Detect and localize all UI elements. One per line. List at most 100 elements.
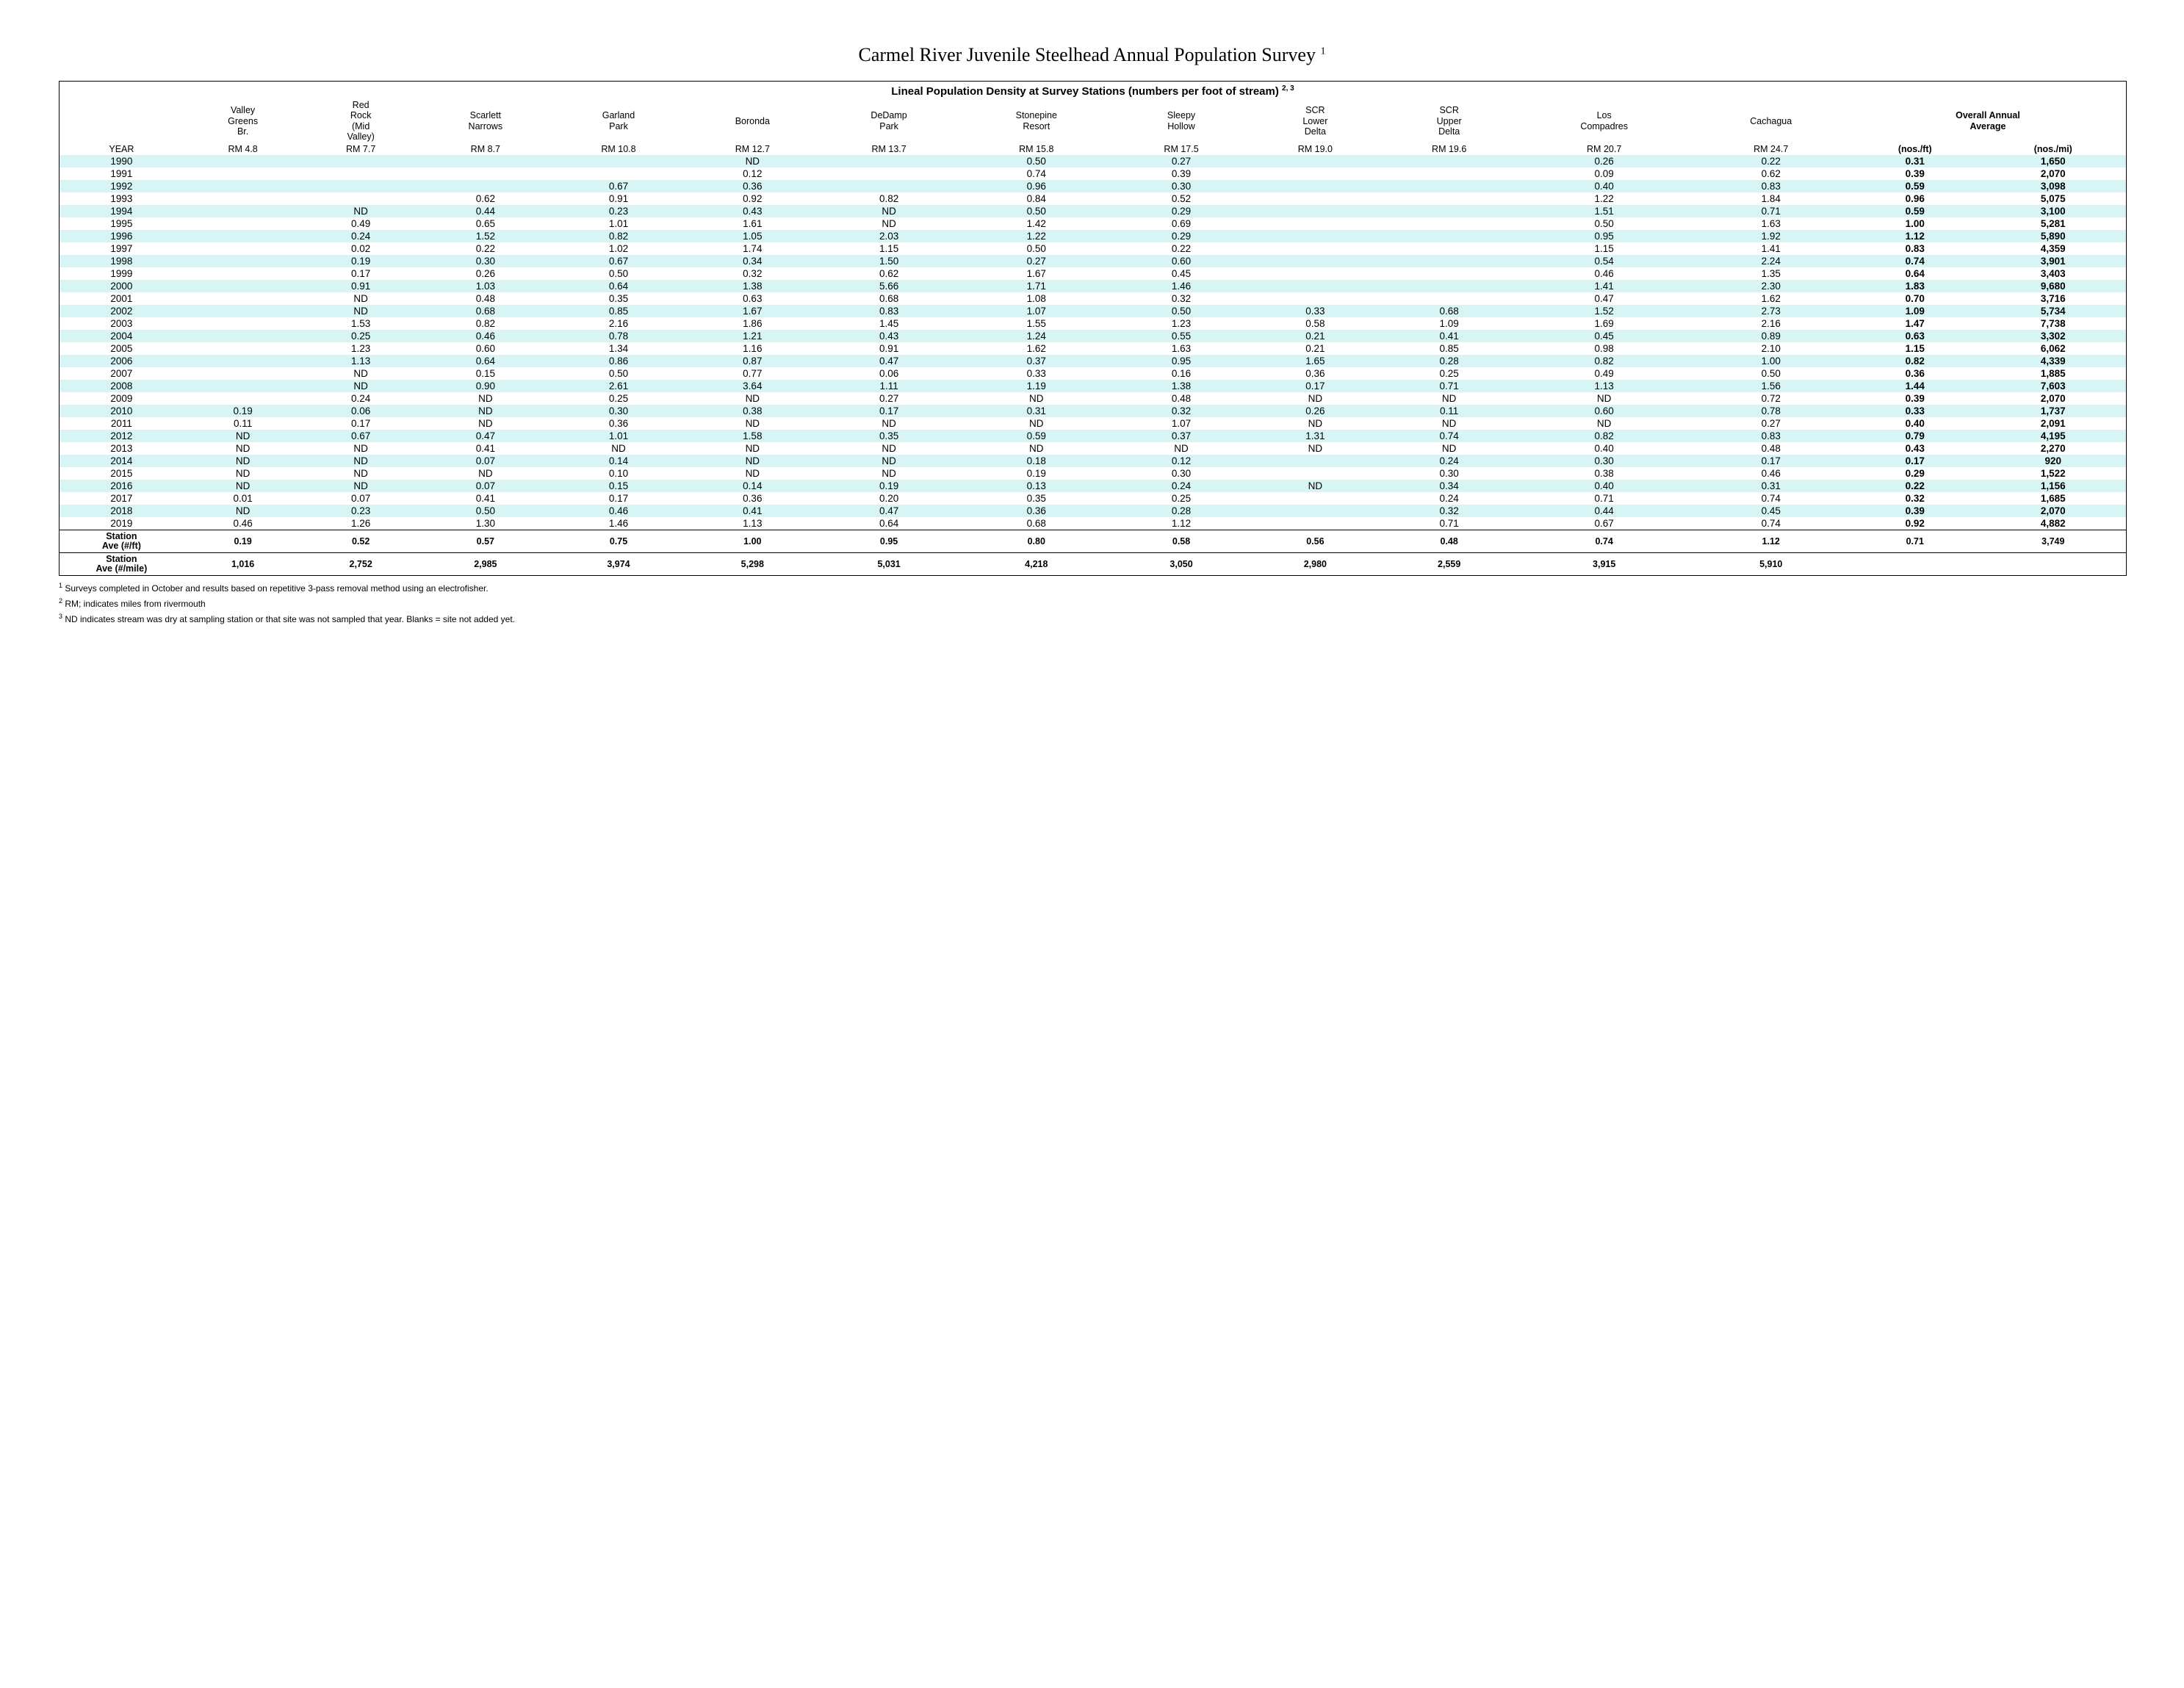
value-cell: 0.17 (820, 405, 959, 417)
value-cell (1248, 155, 1382, 167)
value-cell: 0.63 (685, 292, 819, 305)
value-cell: ND (685, 417, 819, 430)
value-cell: 0.09 (1516, 167, 1693, 180)
value-cell: ND (302, 205, 419, 217)
value-cell: 1.51 (1516, 205, 1693, 217)
station-header: RedRock(MidValley) (302, 99, 419, 143)
value-cell (184, 392, 303, 405)
summary-value-cell: 5,031 (820, 552, 959, 575)
table-row: 2014NDND0.070.14NDND0.180.120.240.300.17… (60, 455, 2126, 467)
value-cell: 0.35 (820, 430, 959, 442)
table-row: 2016NDND0.070.150.140.190.130.24ND0.340.… (60, 480, 2126, 492)
year-column-header: YEAR (60, 143, 184, 155)
value-cell (184, 367, 303, 380)
avg-ft-cell: 1.83 (1850, 280, 1981, 292)
value-cell: 2.16 (1692, 317, 1849, 330)
year-cell: 1994 (60, 205, 184, 217)
header-row-stations: ValleyGreensBr.RedRock(MidValley)Scarlet… (60, 99, 2126, 143)
value-cell: 1.55 (959, 317, 1114, 330)
value-cell: 0.68 (1383, 305, 1516, 317)
value-cell: ND (302, 292, 419, 305)
value-cell: 0.82 (820, 192, 959, 205)
value-cell: 0.38 (685, 405, 819, 417)
year-cell: 2004 (60, 330, 184, 342)
value-cell (184, 205, 303, 217)
rm-header: RM 20.7 (1516, 143, 1693, 155)
value-cell: ND (1383, 392, 1516, 405)
value-cell: 1.56 (1692, 380, 1849, 392)
value-cell: 0.13 (959, 480, 1114, 492)
value-cell: 0.41 (419, 492, 552, 505)
value-cell: 0.46 (184, 517, 303, 530)
value-cell (1248, 280, 1382, 292)
value-cell: 0.65 (419, 217, 552, 230)
value-cell: ND (184, 505, 303, 517)
value-cell: 0.27 (1114, 155, 1248, 167)
table-row: 19920.670.360.960.300.400.830.593,098 (60, 180, 2126, 192)
table-row: 2012ND0.670.471.011.580.350.590.371.310.… (60, 430, 2126, 442)
value-cell: 0.25 (552, 392, 685, 405)
value-cell: 0.54 (1516, 255, 1693, 267)
overall-unit-header: (nos./ft) (1850, 143, 1981, 155)
value-cell: 0.41 (685, 505, 819, 517)
value-cell: 0.85 (1383, 342, 1516, 355)
value-cell (184, 280, 303, 292)
value-cell: 0.24 (302, 230, 419, 242)
value-cell: 0.34 (1383, 480, 1516, 492)
value-cell: ND (820, 467, 959, 480)
avg-ft-cell: 1.44 (1850, 380, 1981, 392)
value-cell: 0.26 (1516, 155, 1693, 167)
avg-ft-cell: 0.39 (1850, 505, 1981, 517)
avg-mi-cell: 4,195 (1981, 430, 2126, 442)
value-cell: 0.32 (1114, 292, 1248, 305)
title-sup: 1 (1320, 46, 1325, 57)
value-cell: 0.60 (419, 342, 552, 355)
avg-mi-cell: 4,339 (1981, 355, 2126, 367)
summary-value-cell: 0.56 (1248, 530, 1382, 552)
station-header: ValleyGreensBr. (184, 99, 303, 143)
value-cell: 1.58 (685, 430, 819, 442)
value-cell: 0.40 (1516, 180, 1693, 192)
value-cell: 0.69 (1114, 217, 1248, 230)
table-row: 2008ND0.902.613.641.111.191.380.170.711.… (60, 380, 2126, 392)
value-cell: 1.02 (552, 242, 685, 255)
value-cell (184, 167, 303, 180)
avg-mi-cell: 3,100 (1981, 205, 2126, 217)
value-cell: 0.37 (1114, 430, 1248, 442)
year-cell: 2010 (60, 405, 184, 417)
table-body: 1990ND0.500.270.260.220.311,65019910.120… (60, 155, 2126, 576)
avg-ft-cell: 0.40 (1850, 417, 1981, 430)
value-cell: 0.87 (685, 355, 819, 367)
value-cell: 0.78 (552, 330, 685, 342)
value-cell: 0.85 (552, 305, 685, 317)
value-cell: 0.59 (959, 430, 1114, 442)
value-cell: 2.16 (552, 317, 685, 330)
value-cell: 0.17 (1692, 455, 1849, 467)
value-cell: 0.91 (820, 342, 959, 355)
table-row: 2007ND0.150.500.770.060.330.160.360.250.… (60, 367, 2126, 380)
value-cell: 0.46 (552, 505, 685, 517)
table-title-text: Lineal Population Density at Survey Stat… (891, 85, 1279, 98)
value-cell: 0.50 (552, 267, 685, 280)
avg-ft-cell: 0.22 (1850, 480, 1981, 492)
station-header: Cachagua (1692, 99, 1849, 143)
value-cell: 1.74 (685, 242, 819, 255)
value-cell: 0.47 (820, 505, 959, 517)
value-cell: 1.15 (1516, 242, 1693, 255)
value-cell: ND (685, 442, 819, 455)
value-cell: 0.21 (1248, 330, 1382, 342)
rm-header: RM 10.8 (552, 143, 685, 155)
avg-mi-cell: 1,737 (1981, 405, 2126, 417)
value-cell: 0.48 (1114, 392, 1248, 405)
value-cell: 0.50 (1692, 367, 1849, 380)
table-title-sup: 2, 3 (1282, 84, 1294, 93)
table-container: Lineal Population Density at Survey Stat… (59, 81, 2127, 576)
value-cell: 0.30 (552, 405, 685, 417)
value-cell: 1.67 (959, 267, 1114, 280)
table-title: Lineal Population Density at Survey Stat… (60, 82, 2126, 99)
value-cell: 0.62 (419, 192, 552, 205)
summary-value-cell: 0.48 (1383, 530, 1516, 552)
value-cell: ND (959, 417, 1114, 430)
avg-mi-cell: 1,522 (1981, 467, 2126, 480)
value-cell: 0.15 (552, 480, 685, 492)
